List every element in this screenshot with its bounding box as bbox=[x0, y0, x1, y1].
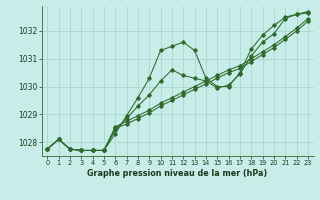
X-axis label: Graphe pression niveau de la mer (hPa): Graphe pression niveau de la mer (hPa) bbox=[87, 169, 268, 178]
